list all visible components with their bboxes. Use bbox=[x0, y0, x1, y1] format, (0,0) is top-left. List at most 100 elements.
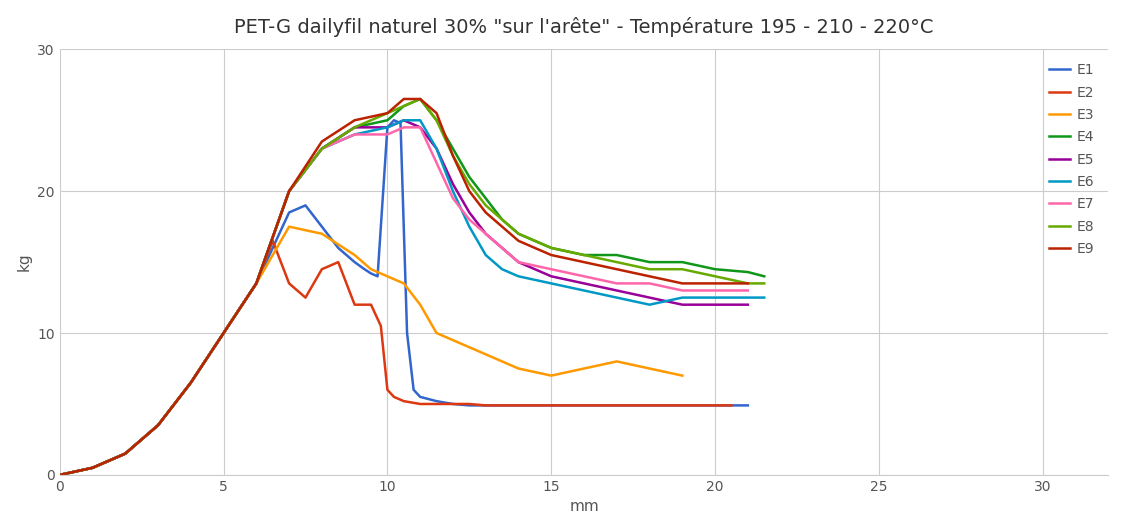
E5 bbox=[544, 273, 558, 279]
E1 bbox=[348, 259, 361, 266]
E1 bbox=[364, 270, 378, 277]
E2 bbox=[397, 398, 411, 404]
E4 bbox=[86, 465, 99, 471]
E4 bbox=[315, 145, 328, 152]
E4 bbox=[217, 330, 231, 336]
E9 bbox=[577, 259, 591, 266]
E4 bbox=[512, 230, 525, 237]
E5 bbox=[184, 380, 198, 386]
E9 bbox=[462, 188, 476, 194]
E3 bbox=[642, 365, 656, 372]
E3 bbox=[315, 230, 328, 237]
E2 bbox=[512, 402, 525, 408]
E9 bbox=[380, 110, 394, 116]
Line: E3: E3 bbox=[60, 227, 683, 475]
E5 bbox=[217, 330, 231, 336]
E8 bbox=[642, 266, 656, 272]
E7 bbox=[250, 280, 263, 287]
E8 bbox=[380, 110, 394, 116]
E5 bbox=[53, 472, 66, 478]
E2 bbox=[282, 280, 296, 287]
E9 bbox=[479, 209, 493, 216]
E8 bbox=[479, 202, 493, 209]
E4 bbox=[53, 472, 66, 478]
E2 bbox=[544, 402, 558, 408]
E5 bbox=[86, 465, 99, 471]
E9 bbox=[495, 224, 508, 230]
E4 bbox=[610, 252, 623, 258]
E4 bbox=[577, 252, 591, 258]
E6 bbox=[380, 124, 394, 131]
E6 bbox=[151, 422, 164, 429]
E8 bbox=[217, 330, 231, 336]
Line: E9: E9 bbox=[60, 99, 748, 475]
E4 bbox=[413, 96, 426, 102]
E2 bbox=[709, 402, 722, 408]
E6 bbox=[642, 302, 656, 308]
E6 bbox=[757, 294, 771, 301]
E5 bbox=[118, 450, 132, 457]
E3 bbox=[610, 358, 623, 365]
E1 bbox=[561, 402, 575, 408]
E1 bbox=[217, 330, 231, 336]
E6 bbox=[348, 131, 361, 138]
E7 bbox=[315, 145, 328, 152]
E1 bbox=[512, 402, 525, 408]
E2 bbox=[447, 401, 460, 407]
E8 bbox=[577, 252, 591, 258]
E7 bbox=[447, 195, 460, 201]
E3 bbox=[577, 365, 591, 372]
E9 bbox=[282, 188, 296, 194]
E1 bbox=[479, 402, 493, 408]
Line: E7: E7 bbox=[60, 127, 748, 475]
E4 bbox=[642, 259, 656, 266]
E8 bbox=[184, 380, 198, 386]
Line: E5: E5 bbox=[60, 120, 748, 475]
E5 bbox=[709, 302, 722, 308]
E9 bbox=[430, 110, 443, 116]
E1 bbox=[315, 224, 328, 230]
Line: E1: E1 bbox=[60, 120, 748, 475]
E2 bbox=[676, 402, 690, 408]
E8 bbox=[151, 422, 164, 429]
E5 bbox=[315, 145, 328, 152]
E4 bbox=[380, 117, 394, 123]
E7 bbox=[479, 230, 493, 237]
E1 bbox=[394, 120, 407, 126]
E3 bbox=[544, 372, 558, 379]
E1 bbox=[184, 380, 198, 386]
E5 bbox=[397, 117, 411, 123]
E7 bbox=[86, 465, 99, 471]
E2 bbox=[577, 402, 591, 408]
Line: E2: E2 bbox=[60, 241, 731, 475]
E5 bbox=[462, 209, 476, 216]
E2 bbox=[53, 472, 66, 478]
E2 bbox=[495, 402, 508, 408]
E1 bbox=[627, 402, 640, 408]
E5 bbox=[151, 422, 164, 429]
Line: E6: E6 bbox=[60, 120, 764, 475]
E9 bbox=[118, 450, 132, 457]
E8 bbox=[676, 266, 690, 272]
E6 bbox=[479, 252, 493, 258]
E3 bbox=[430, 330, 443, 336]
E2 bbox=[692, 402, 705, 408]
E7 bbox=[709, 287, 722, 294]
E3 bbox=[151, 422, 164, 429]
E6 bbox=[495, 266, 508, 272]
E5 bbox=[495, 245, 508, 251]
E8 bbox=[397, 103, 411, 109]
E9 bbox=[397, 96, 411, 102]
E1 bbox=[407, 387, 421, 393]
E9 bbox=[250, 280, 263, 287]
E2 bbox=[151, 422, 164, 429]
E1 bbox=[495, 402, 508, 408]
E9 bbox=[709, 280, 722, 287]
E1 bbox=[380, 124, 394, 131]
E7 bbox=[642, 280, 656, 287]
E2 bbox=[430, 401, 443, 407]
Y-axis label: kg: kg bbox=[17, 253, 32, 271]
E1 bbox=[413, 393, 426, 400]
E7 bbox=[676, 287, 690, 294]
E2 bbox=[528, 402, 541, 408]
